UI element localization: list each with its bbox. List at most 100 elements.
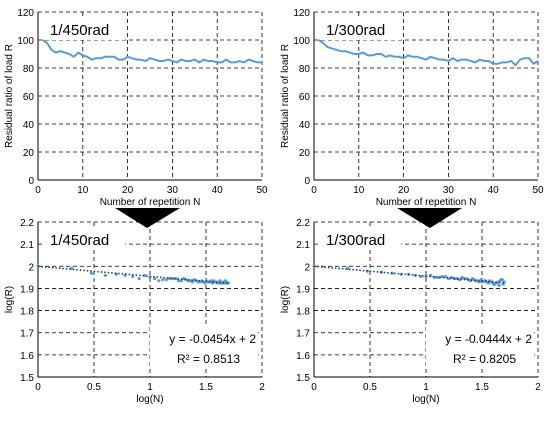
x-tick-label: 50 [532,185,544,196]
chart-top-left: 0 20 40 60 80 100 120 0 10 20 30 40 50 Number of repe… [4,8,268,208]
arrow-down-left [115,208,180,228]
y-tick-label: 100 [17,36,34,47]
chart-top-right: 0 20 40 60 80 100 120 0 10 20 30 40 50 Number of repe… [280,8,544,208]
data-point [153,276,157,281]
y-axis-label: Residual ratio of load R [280,44,291,148]
y-tick-label: 2 [28,262,34,273]
equation-box [150,327,258,369]
y-tick-label: 2 [304,262,310,273]
x-tick-label: 2 [259,382,265,393]
data-point [437,275,441,280]
y-tick-label: 2.2 [20,218,34,229]
y-axis-label: Residual ratio of load R [4,44,15,148]
data-point [143,273,147,277]
y-tick-label: 1.6 [296,351,310,362]
data-point [433,275,437,280]
annotation-box [45,228,125,250]
y-tick-label: 60 [299,92,311,103]
x-tick-label: 40 [488,185,500,196]
y-tick-label: 2.1 [20,240,34,251]
x-tick-label: 0 [311,185,317,196]
x-axis-label: Number of repetition N [100,197,201,208]
data-point [500,278,504,282]
y-tick-label: 1.5 [20,373,34,384]
trendline [313,265,505,284]
data-point [447,276,451,281]
equation-box [426,327,534,369]
annotation-box [321,228,401,250]
annotation-label: 1/300rad [326,232,385,249]
x-tick-label: 50 [256,185,268,196]
y-tick-label: 80 [299,64,311,75]
data-point [444,274,448,279]
trend-equation: y = -0.0444x + 2 [445,332,532,346]
chart-bottom-right: 1.5 1.6 1.7 1.8 1.9 2 2.1 2.2 0 0.5 1 1.5 2 log(N) log… [280,218,541,405]
annotation-box [45,18,125,40]
r-squared: R² = 0.8513 [177,352,240,366]
y-tick-label: 60 [23,92,35,103]
x-tick-label: 0.5 [363,382,377,393]
data-point [171,276,175,281]
y-tick-label: 40 [299,120,311,131]
y-tick-label: 1.7 [20,329,34,340]
x-tick-label: 0 [311,382,317,393]
data-point [137,276,141,281]
data-point [346,266,350,270]
x-tick-label: 1.5 [475,382,489,393]
trend-equation: y = -0.0454x + 2 [169,332,256,346]
y-tick-label: 120 [293,8,310,19]
x-axis-label: log(N) [412,394,439,405]
y-tick-label: 40 [23,120,35,131]
data-point [161,278,165,282]
series-line [317,39,539,67]
annotation-label: 1/450rad [50,232,109,249]
x-tick-label: 1 [147,382,153,393]
x-tick-label: 40 [212,185,224,196]
x-tick-label: 10 [353,185,365,196]
x-tick-label: 1 [423,382,429,393]
x-tick-label: 30 [443,185,455,196]
annotation-box [321,18,401,40]
y-tick-label: 2.2 [296,218,310,229]
x-tick-label: 2 [535,382,541,393]
data-point [103,273,108,277]
data-point [190,280,195,284]
x-tick-label: 0 [35,382,41,393]
data-point [89,271,94,275]
x-tick-label: 30 [167,185,179,196]
data-point [176,279,181,283]
data-point [497,283,501,287]
y-tick-label: 20 [23,148,35,159]
annotation-label: 1/300rad [326,22,385,39]
y-tick-label: 120 [17,8,34,19]
y-axis-label: log(R) [280,286,291,313]
y-tick-label: 0 [28,176,34,187]
data-point [70,266,74,270]
y-tick-label: 2.1 [296,240,310,251]
annotation-label: 1/450rad [50,22,109,39]
x-axis-label: log(N) [136,394,163,405]
y-tick-label: 1.7 [296,329,310,340]
x-tick-label: 1.5 [199,382,213,393]
y-tick-label: 100 [293,36,310,47]
y-tick-label: 1.9 [296,284,310,295]
y-tick-label: 20 [299,148,311,159]
y-axis-label: log(R) [4,286,15,313]
y-tick-label: 1.6 [20,351,34,362]
data-point [164,278,168,282]
y-tick-label: 0 [304,176,310,187]
trendline [37,265,229,285]
series-line [41,39,262,64]
data-point [157,279,161,283]
x-tick-label: 0.5 [87,382,101,393]
y-tick-label: 1.9 [20,284,34,295]
x-tick-label: 0 [35,185,41,196]
chart-bottom-left: 1.5 1.6 1.7 1.8 1.9 2 2.1 2.2 0 0.5 1 1.5 2 log(N) log… [4,218,265,405]
x-tick-label: 10 [77,185,89,196]
x-axis-label: Number of repetition N [376,197,477,208]
y-tick-label: 80 [23,64,35,75]
r-squared: R² = 0.8205 [453,352,516,366]
y-tick-label: 1.5 [296,373,310,384]
